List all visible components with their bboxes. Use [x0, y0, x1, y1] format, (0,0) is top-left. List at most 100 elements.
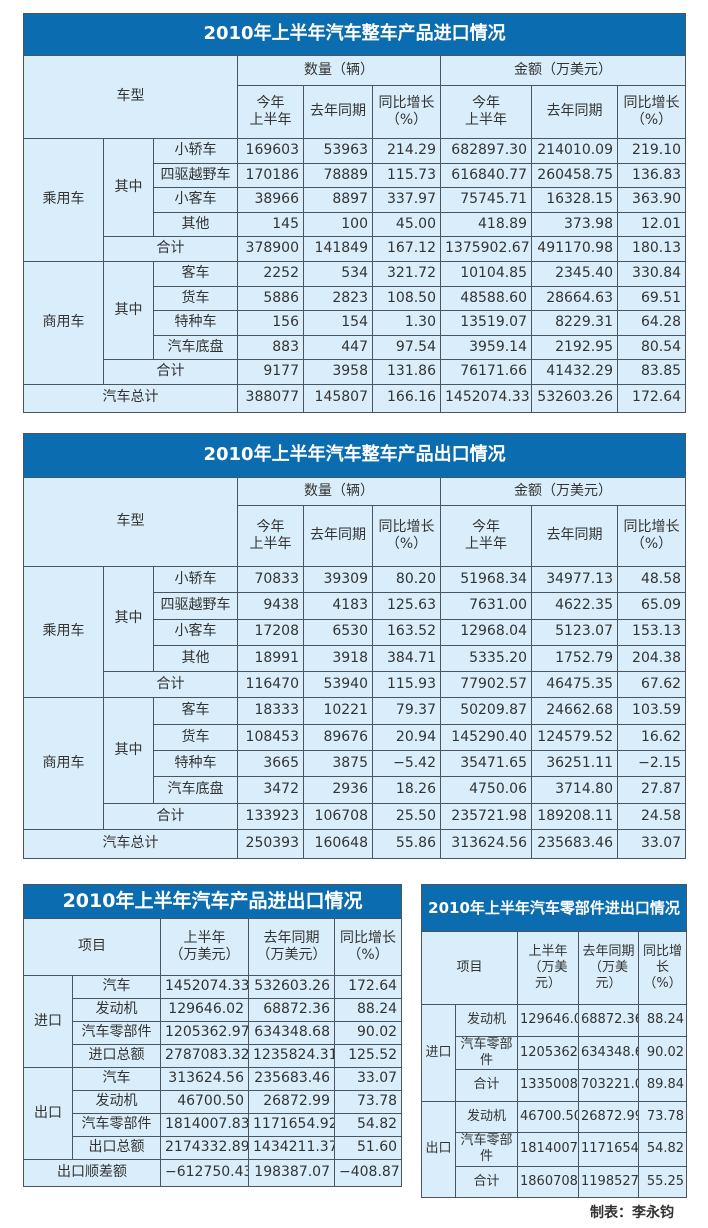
value-cell: 116470 [237, 671, 304, 699]
value-cell: 67.62 [616, 671, 687, 699]
value-cell: 26872.99 [248, 1090, 335, 1114]
value-cell: 2345.40 [531, 260, 618, 287]
header-item: 项目 [23, 918, 161, 976]
value-cell: 88.24 [637, 1004, 688, 1037]
products-trade-table: 2010年上半年汽车产品进出口情况 项目 上半年 （万美元） 去年同期 （万美元） 同比… [22, 884, 403, 1187]
parts-trade-table: 2010年上半年汽车零部件进出口情况 项目 上半年 （万美元） 去年同期 （万美元）同… [420, 884, 688, 1198]
header-quantity: 数量（辆） [237, 477, 441, 506]
value-cell: 418.89 [440, 211, 532, 238]
value-cell: 1452074.33 [160, 975, 249, 999]
value-cell: 198387.07 [248, 1159, 335, 1187]
value-cell: 378900 [237, 236, 304, 262]
table-row: 出口总额 2174332.89 1434211.37 51.60 [24, 1136, 403, 1160]
table-title: 2010年上半年汽车产品进出口情况 [22, 884, 403, 919]
table-credit: 制表：李永钧 [590, 1205, 674, 1221]
group-label: 出口 [421, 1100, 456, 1198]
total-row: 汽车总计 250393 160648 55.86 313624.56 235683.46 3… [23, 828, 687, 860]
value-cell: 9438 [237, 592, 304, 620]
value-cell: 1752.79 [531, 644, 618, 673]
value-cell: 5335.20 [440, 644, 532, 673]
row-label: 发动机 [455, 1004, 518, 1037]
value-cell: 1335008.99 [517, 1069, 579, 1102]
value-cell: 4750.06 [440, 776, 532, 804]
header-subcolumn: 今年 上半年 [440, 85, 532, 139]
value-cell: 25.50 [372, 802, 441, 830]
table-row: 其他 145 100 45.00 418.89 373.98 12.01 [24, 211, 687, 238]
value-cell: 55.25 [637, 1165, 688, 1198]
value-cell: 10221 [303, 697, 373, 725]
value-cell: 68872.36 [578, 1004, 639, 1037]
row-label: 其他 [153, 211, 238, 238]
value-cell: 53940 [303, 671, 373, 699]
value-cell: 235683.46 [531, 828, 618, 860]
value-cell: 447 [303, 334, 373, 361]
value-cell: 16.62 [616, 723, 687, 752]
table-row: 特种车 156 154 1.30 13519.07 8229.31 64.28 [24, 310, 687, 336]
value-cell: 384.71 [372, 644, 441, 673]
value-cell: 2174332.89 [160, 1136, 249, 1160]
header-column: 上半年 （万美元） [517, 931, 579, 1005]
row-label: 发动机 [72, 998, 161, 1022]
table-row: 小客车 17208 6530 163.52 12968.04 5123.07 153.13 [24, 618, 687, 646]
table-row: 小客车 38966 8897 337.97 75745.71 16328.15 363.90 [24, 187, 687, 213]
value-cell: 26872.99 [578, 1100, 639, 1133]
value-cell: 17208 [237, 618, 304, 646]
row-label: 小客车 [153, 618, 238, 646]
value-cell: −5.42 [372, 750, 441, 778]
value-cell: 48588.60 [440, 285, 532, 312]
value-cell: 46700.50 [517, 1100, 579, 1133]
value-cell: −612750.43 [160, 1159, 249, 1187]
value-cell: 27.87 [616, 776, 687, 804]
value-cell: 219.10 [616, 138, 687, 164]
table-row: 汽车底盘 883 447 97.54 3959.14 2192.95 80.54 [24, 334, 687, 361]
subtotal-label: 合计 [103, 802, 238, 830]
header-row: 今年 上半年 去年同期 同比增长 （%） 今年 上半年 去年同期 同比增长 （%） [24, 85, 687, 139]
row-label: 进口总额 [72, 1044, 161, 1068]
value-cell: 1860708.33 [517, 1165, 579, 1198]
value-cell: 3918 [303, 644, 373, 673]
row-label: 小轿车 [153, 565, 238, 594]
value-cell: 214.29 [372, 138, 441, 164]
value-cell: 38966 [237, 187, 304, 213]
value-cell: 54.82 [637, 1132, 688, 1167]
value-cell: 180.13 [616, 236, 687, 262]
total-row: 汽车总计 388077 145807 166.16 1452074.33 532603.2… [23, 383, 687, 413]
group-label: 进口 [23, 975, 73, 1068]
row-label: 汽车底盘 [153, 776, 238, 804]
value-cell: 24662.68 [531, 697, 618, 725]
row-label: 合计 [455, 1165, 518, 1198]
value-cell: 534 [303, 260, 373, 287]
value-cell: 260458.75 [531, 162, 618, 189]
row-label: 汽车 [72, 1067, 161, 1091]
value-cell: 80.20 [372, 565, 441, 594]
value-cell: 1205362.97 [160, 1021, 249, 1045]
value-cell: 3958 [303, 359, 373, 385]
value-cell: 65.09 [616, 592, 687, 620]
value-cell: 106708 [303, 802, 373, 830]
table-title: 2010年上半年汽车零部件进出口情况 [420, 884, 688, 932]
table-row: 四驱越野车 9438 4183 125.63 7631.00 4622.35 65.09 [24, 592, 687, 620]
value-cell: 131.86 [372, 359, 441, 385]
subtotal-label: 合计 [103, 236, 238, 262]
row-label: 货车 [153, 723, 238, 752]
value-cell: 145807 [303, 383, 373, 413]
group-label: 商用车 [23, 697, 104, 830]
value-cell: 2252 [237, 260, 304, 287]
value-cell: 129646.02 [160, 998, 249, 1022]
value-cell: −408.87 [333, 1159, 403, 1187]
value-cell: 133923 [237, 802, 304, 830]
value-cell: 532603.26 [531, 383, 618, 413]
value-cell: 70833 [237, 565, 304, 594]
row-label: 小轿车 [153, 138, 238, 164]
value-cell: 3875 [303, 750, 373, 778]
value-cell: 36251.11 [531, 750, 618, 778]
value-cell: 16328.15 [531, 187, 618, 213]
value-cell: 616840.77 [440, 162, 532, 189]
value-cell: 8897 [303, 187, 373, 213]
value-cell: 337.97 [372, 187, 441, 213]
header-subcolumn: 同比增长 （%） [616, 505, 687, 567]
value-cell: 163.52 [372, 618, 441, 646]
